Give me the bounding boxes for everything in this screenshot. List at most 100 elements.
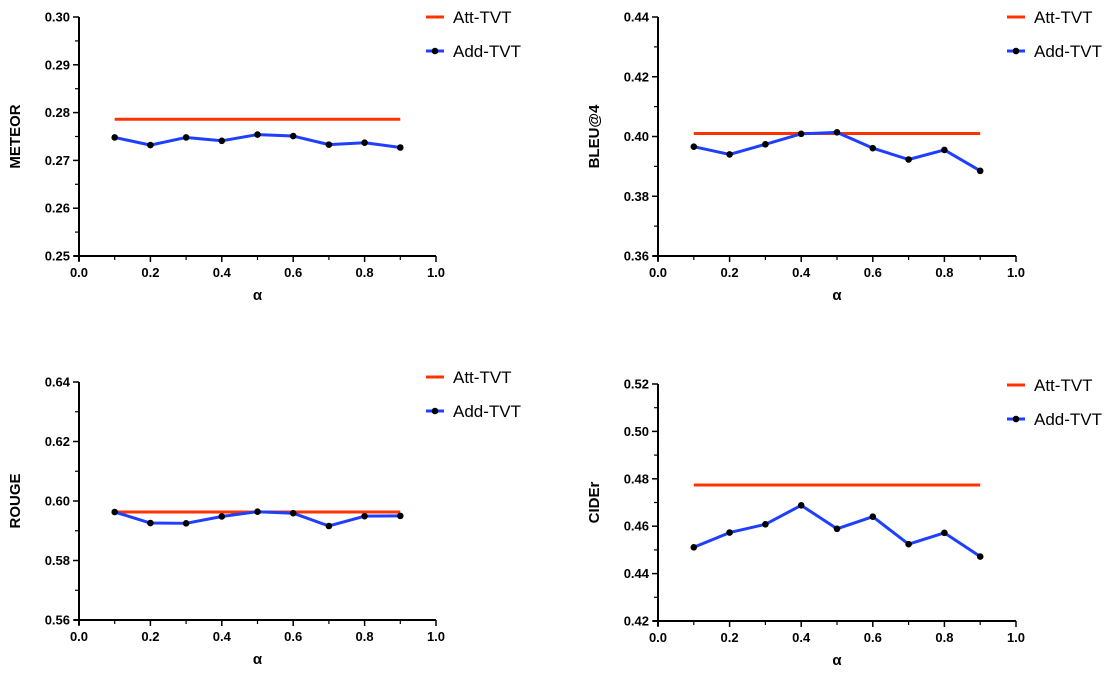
- y-axis-title: ROUGE: [7, 473, 24, 528]
- legend-marker-add-tvt: [431, 407, 439, 415]
- add-tvt-point: [726, 529, 733, 536]
- series-line-add-tvt: [693, 130, 981, 173]
- x-tick-label: 0.4: [213, 265, 232, 280]
- add-tvt-point: [289, 132, 297, 140]
- add-tvt-point: [397, 144, 404, 151]
- x-tick-label: 0.8: [935, 630, 953, 645]
- add-tvt-point: [762, 140, 769, 148]
- legend-label-att-tvt: Att-TVT: [1034, 376, 1093, 395]
- y-tick-label: 0.46: [624, 519, 649, 534]
- legend-label-add-tvt: Add-TVT: [453, 42, 521, 61]
- add-tvt-point: [797, 130, 805, 138]
- add-tvt-point: [941, 529, 948, 537]
- add-tvt-point: [361, 512, 368, 520]
- add-tvt-point: [254, 508, 261, 516]
- legend-marker-add-tvt: [431, 47, 439, 55]
- x-axis-title: α: [253, 287, 263, 304]
- add-tvt-point: [976, 553, 984, 560]
- add-tvt-point: [289, 509, 297, 517]
- y-tick-label: 0.27: [45, 153, 70, 168]
- add-tvt-point: [218, 513, 226, 520]
- legend-label-add-tvt: Add-TVT: [1034, 42, 1102, 61]
- y-tick-label: 0.26: [45, 201, 70, 216]
- add-tvt-point: [361, 139, 368, 147]
- y-tick-label: 0.40: [624, 129, 649, 144]
- x-tick-label: 0.6: [284, 629, 302, 644]
- x-tick-label: 0.2: [141, 629, 159, 644]
- add-tvt-point: [869, 144, 877, 152]
- add-tvt-point: [690, 143, 698, 150]
- x-axis-title: α: [832, 652, 842, 669]
- y-tick-label: 0.56: [45, 613, 70, 628]
- x-tick-label: 0.8: [935, 265, 953, 280]
- y-tick-label: 0.44: [624, 10, 650, 25]
- y-tick-label: 0.60: [45, 494, 70, 509]
- add-tvt-point: [690, 543, 698, 551]
- add-tvt-point: [147, 141, 154, 149]
- add-tvt-point: [976, 167, 984, 175]
- x-tick-label: 0.4: [213, 629, 232, 644]
- chart-panel-rouge: 0.0 0.2 0.4 0.6 0.8 1.0 0.56 0.58 0.60 0.62 0.64 α R…: [7, 368, 521, 668]
- add-tvt-point: [833, 129, 841, 136]
- y-tick-label: 0.52: [624, 377, 649, 392]
- y-axis-title: BLEU@4: [586, 104, 603, 168]
- legend-label-add-tvt: Add-TVT: [1034, 410, 1102, 429]
- legend: Att-TVT Add-TVT: [1007, 8, 1102, 61]
- add-tvt-point: [111, 508, 118, 516]
- y-tick-label: 0.42: [624, 614, 649, 629]
- x-tick-label: 1.0: [1007, 630, 1025, 645]
- y-tick-label: 0.42: [624, 69, 649, 84]
- chart-panel-cider: 0.0 0.2 0.4 0.6 0.8 1.0 0.42 0.44 0.46 0.48 0.50 0.…: [586, 376, 1102, 669]
- y-tick-label: 0.50: [624, 424, 649, 439]
- add-tvt-point: [797, 502, 805, 509]
- add-tvt-point: [182, 134, 190, 141]
- add-tvt-point: [941, 146, 948, 154]
- y-tick-label: 0.29: [45, 57, 70, 72]
- y-tick-label: 0.36: [624, 249, 649, 264]
- y-tick-label: 0.28: [45, 105, 70, 120]
- add-tvt-point: [833, 525, 841, 533]
- x-tick-label: 0.0: [70, 629, 88, 644]
- legend-label-att-tvt: Att-TVT: [453, 8, 512, 27]
- legend-label-add-tvt: Add-TVT: [453, 402, 521, 421]
- x-tick-label: 0.0: [649, 265, 667, 280]
- y-tick-label: 0.44: [624, 566, 650, 581]
- x-tick-label: 1.0: [1007, 265, 1025, 280]
- x-tick-label: 0.8: [356, 265, 374, 280]
- legend-marker-add-tvt: [1012, 47, 1020, 55]
- y-tick-label: 0.58: [45, 553, 70, 568]
- legend: Att-TVT Add-TVT: [426, 8, 521, 61]
- legend-label-att-tvt: Att-TVT: [1034, 8, 1093, 27]
- x-tick-label: 0.2: [141, 265, 159, 280]
- x-tick-label: 0.0: [70, 265, 88, 280]
- x-axis-title: α: [253, 651, 263, 668]
- legend: Att-TVT Add-TVT: [426, 368, 521, 421]
- x-axis-title: α: [832, 287, 842, 304]
- add-tvt-point: [147, 519, 154, 527]
- y-tick-label: 0.38: [624, 189, 649, 204]
- x-tick-label: 0.8: [356, 629, 374, 644]
- x-tick-label: 0.4: [792, 265, 811, 280]
- add-tvt-point: [325, 522, 333, 530]
- chart-panel-bleu-4: 0.0 0.2 0.4 0.6 0.8 1.0 0.36 0.38 0.40 0.42 0.44 α B…: [586, 8, 1102, 304]
- x-tick-label: 0.2: [721, 265, 739, 280]
- x-tick-label: 1.0: [427, 265, 445, 280]
- y-tick-label: 0.30: [45, 10, 70, 25]
- add-tvt-point: [905, 156, 912, 163]
- x-tick-label: 0.6: [284, 265, 302, 280]
- add-tvt-point: [397, 512, 404, 520]
- legend-marker-add-tvt: [1012, 415, 1020, 423]
- add-tvt-point: [218, 137, 226, 145]
- y-tick-label: 0.62: [45, 434, 70, 449]
- x-tick-label: 0.4: [792, 630, 811, 645]
- add-tvt-point: [905, 540, 912, 548]
- y-tick-label: 0.48: [624, 471, 649, 486]
- add-tvt-point: [254, 131, 261, 138]
- y-axis-title: CIDEr: [586, 482, 603, 524]
- add-tvt-point: [869, 513, 877, 521]
- add-tvt-point: [762, 521, 769, 528]
- legend: Att-TVT Add-TVT: [1007, 376, 1102, 429]
- y-tick-label: 0.64: [45, 375, 71, 390]
- x-tick-label: 1.0: [427, 629, 445, 644]
